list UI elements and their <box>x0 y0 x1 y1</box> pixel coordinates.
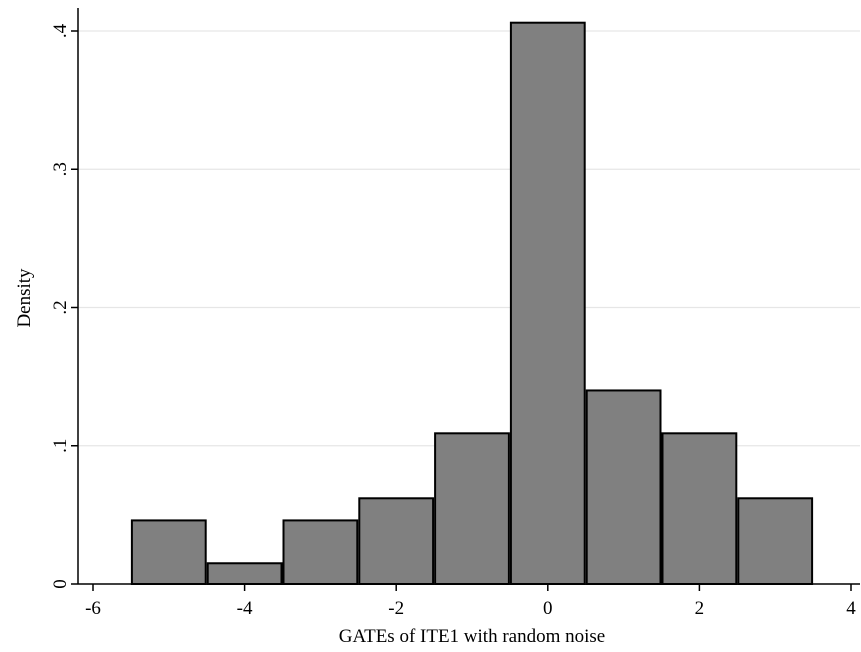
y-tick-label: .3 <box>50 162 71 176</box>
x-tick-label: 4 <box>846 598 856 619</box>
histogram-bar <box>737 497 814 585</box>
histogram-bars <box>130 21 814 586</box>
y-tick-label: 0 <box>50 579 71 589</box>
x-tick-label: 2 <box>695 598 705 619</box>
y-tick-label: .2 <box>50 300 71 314</box>
histogram-bar <box>509 21 586 585</box>
x-tick-label: 0 <box>543 598 553 619</box>
axes <box>77 8 860 585</box>
y-tick-label: .1 <box>50 439 71 453</box>
x-axis-title: GATEs of ITE1 with random noise <box>339 626 605 647</box>
y-tick-label: .4 <box>50 23 71 38</box>
grid-lines <box>78 30 860 447</box>
histogram-bar <box>585 389 662 586</box>
histogram-bar <box>358 497 435 585</box>
histogram-bar <box>434 432 510 585</box>
histogram-bar <box>206 562 283 586</box>
x-tick-label: -2 <box>388 598 404 619</box>
axis-ticks: -6 -4 -2 0 2 4 0 .1 .2 .3 .4 <box>50 23 856 619</box>
histogram-bar <box>661 432 738 585</box>
x-tick-label: -6 <box>85 598 101 619</box>
x-tick-label: -4 <box>237 598 253 619</box>
histogram-bar <box>130 519 207 586</box>
histogram-bar <box>282 519 359 586</box>
y-axis-title: Density <box>14 268 35 328</box>
